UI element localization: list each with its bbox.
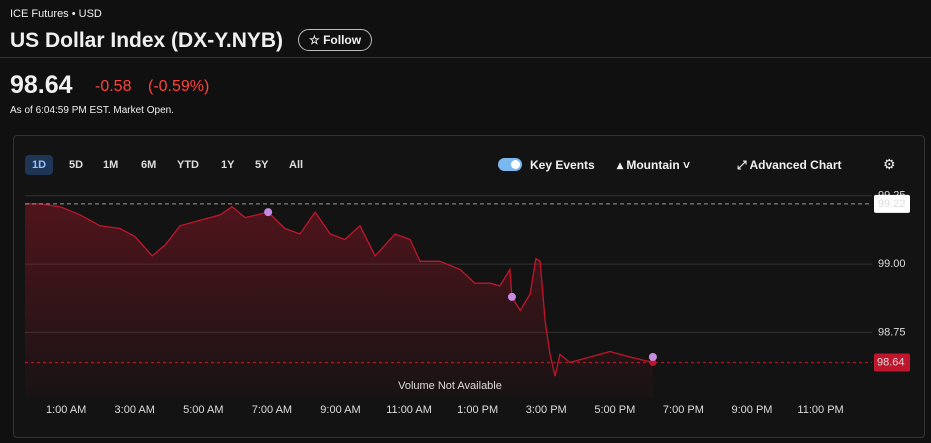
chart-style[interactable]: ▴ Mountain ˅	[617, 158, 691, 172]
price: 98.64	[10, 71, 73, 99]
title: US Dollar Index (DX-Y.NYB)	[10, 29, 284, 52]
range-button[interactable]: 1Y	[221, 159, 235, 171]
x-tick-label: 1:00 AM	[46, 404, 86, 416]
range-button[interactable]: All	[289, 159, 304, 171]
divider	[0, 57, 931, 58]
key-event	[507, 292, 516, 301]
range-button[interactable]: 5D	[69, 159, 84, 171]
follow-button[interactable]: ☆ Follow	[298, 29, 373, 51]
chart-style-label: Mountain	[626, 158, 680, 172]
settings[interactable]: ⚙	[883, 156, 896, 172]
x-tick-label: 5:00 AM	[183, 404, 223, 416]
follow-label: Follow	[323, 33, 362, 47]
advanced-label: Advanced Chart	[749, 158, 842, 172]
line	[25, 203, 654, 377]
x-tick-label: 3:00 AM	[115, 404, 155, 416]
x-tick-label: 11:00 AM	[386, 404, 432, 416]
toggle[interactable]	[498, 158, 522, 171]
previous-close-label: 99.22	[878, 198, 906, 210]
annotation: Volume Not Available	[398, 380, 502, 392]
last-price-box	[874, 353, 910, 372]
exchange: ICE Futures • USD	[10, 8, 102, 20]
range-button[interactable]: 5Y	[255, 159, 269, 171]
x-tick-label: 3:00 PM	[526, 404, 567, 416]
x-tick-label: 5:00 PM	[594, 404, 635, 416]
x-tick-label: 1:00 PM	[457, 404, 498, 416]
last-price-label: 98.64	[877, 356, 905, 368]
y-tick-label: 98.75	[878, 326, 906, 338]
x-tick-label: 9:00 PM	[731, 404, 772, 416]
change: -0.58	[95, 78, 132, 95]
x-tick-label: 7:00 PM	[663, 404, 704, 416]
x-tick-label: 7:00 AM	[252, 404, 292, 416]
change-pct: (-0.59%)	[148, 78, 210, 95]
x-tick-label: 9:00 AM	[320, 404, 360, 416]
range-button[interactable]: 1D	[25, 155, 54, 175]
y-tick-label: 99.00	[878, 258, 906, 270]
x-tick-label: 11:00 PM	[797, 404, 843, 416]
previous-close-box	[874, 194, 910, 213]
as-of: As of 6:04:59 PM EST. Market Open.	[10, 105, 174, 116]
advanced-chart[interactable]: ⤢ Advanced Chart	[737, 158, 842, 172]
range-button[interactable]: 1M	[103, 159, 119, 171]
area	[25, 203, 653, 398]
key-event	[648, 353, 657, 361]
last-point	[649, 358, 657, 366]
range-button[interactable]: YTD	[177, 159, 199, 171]
key-events[interactable]: Key Events	[530, 158, 595, 172]
range-button[interactable]: 6M	[141, 159, 157, 171]
key-event	[264, 208, 273, 217]
